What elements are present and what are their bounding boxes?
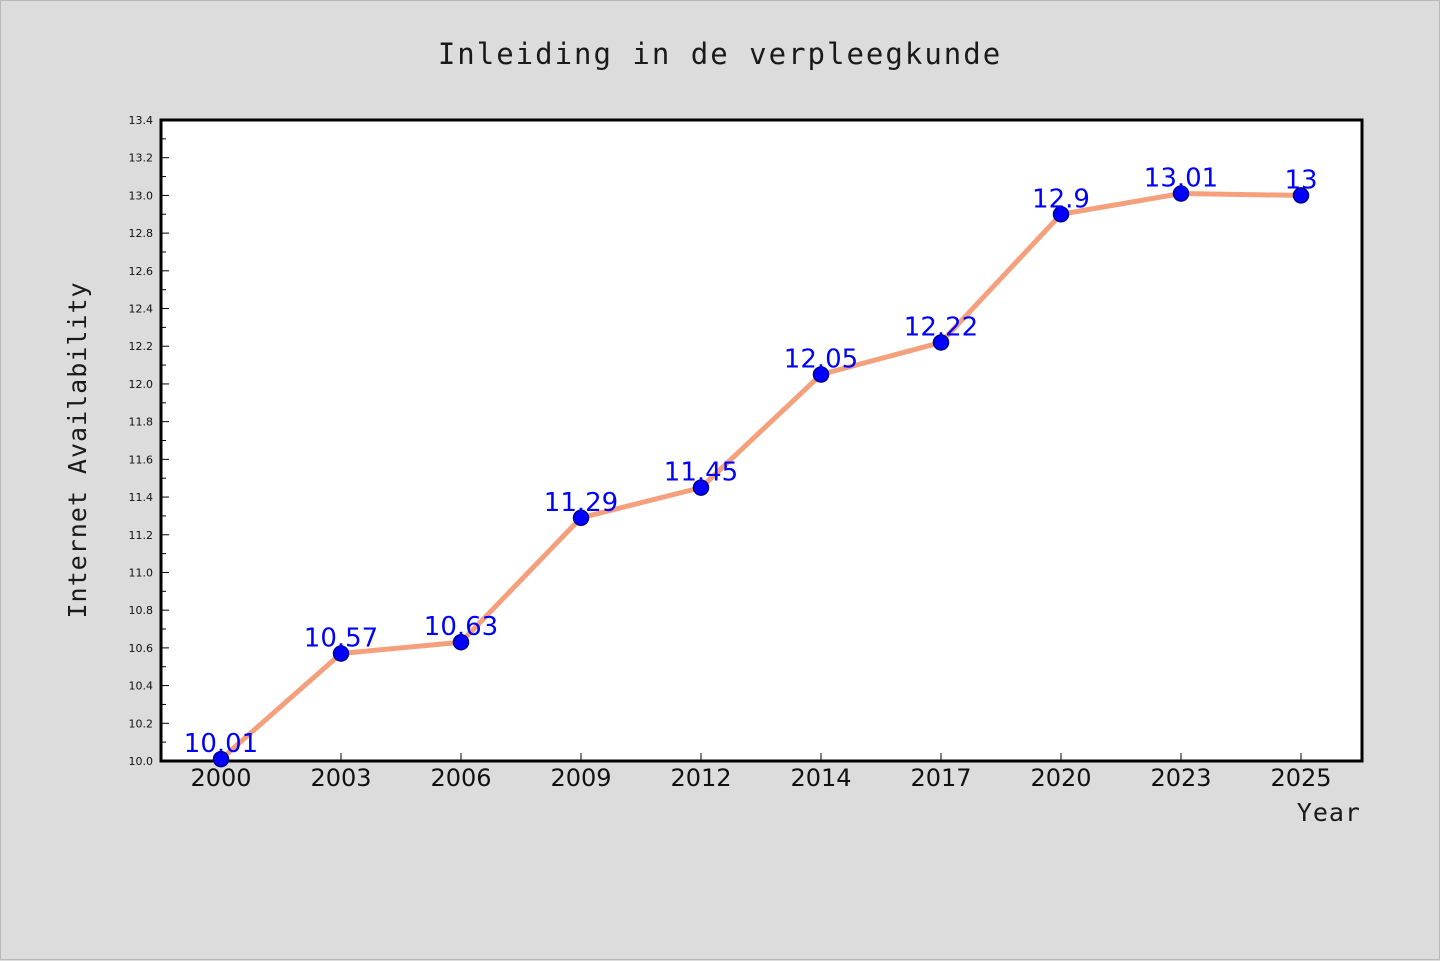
- y-tick-label: 10.8: [129, 604, 154, 617]
- y-tick-label: 10.6: [129, 642, 154, 655]
- y-tick-label: 13.0: [129, 189, 154, 202]
- x-tick-label: 2014: [790, 764, 851, 792]
- x-tick-label: 2003: [310, 764, 371, 792]
- x-axis-label: Year: [1297, 798, 1361, 827]
- y-axis: 10.0 10.2 10.4 10.6 10.8 11.0 11.2 11.4 11.6 11.8…: [129, 114, 169, 768]
- series-line: [218, 191, 1304, 762]
- x-tick-label: 2006: [430, 764, 491, 792]
- x-tick-label: 2023: [1150, 764, 1211, 792]
- y-tick-label: 10.4: [129, 680, 154, 693]
- y-tick-label: 13.2: [129, 152, 154, 165]
- y-tick-label: 12.8: [129, 227, 154, 240]
- data-label: 13: [1284, 165, 1317, 195]
- x-tick-label: 2012: [670, 764, 731, 792]
- y-axis-label: Internet Availability: [63, 281, 92, 618]
- data-label: 11.29: [544, 488, 618, 518]
- data-point: [1172, 185, 1190, 202]
- x-tick-label: 2025: [1270, 764, 1331, 792]
- y-tick-label: 10.0: [129, 755, 154, 768]
- x-tick-label: 2000: [190, 764, 251, 792]
- data-label: 11.45: [664, 458, 738, 488]
- y-tick-label: 12.4: [129, 303, 154, 316]
- y-tick-label: 11.4: [129, 491, 154, 504]
- data-label: 10.01: [184, 729, 258, 759]
- data-point: [1292, 187, 1310, 204]
- y-tick-label: 11.0: [129, 566, 154, 579]
- data-label: 10.63: [424, 612, 498, 642]
- y-tick-label: 12.6: [129, 265, 154, 278]
- data-label: 10.57: [304, 624, 378, 654]
- data-point: [212, 750, 230, 768]
- data-point: [932, 334, 950, 351]
- data-label: 12.22: [904, 312, 978, 342]
- data-labels-layer: 10.01 10.57 10.63 11.29 11.45 12.05 12.22 12.9 1…: [184, 164, 1318, 760]
- y-tick-label: 11.2: [129, 529, 154, 542]
- x-tick-label: 2009: [550, 764, 611, 792]
- plot-area: [159, 118, 1364, 763]
- data-point: [452, 633, 470, 651]
- data-label: 13.01: [1144, 164, 1218, 194]
- series-layer: [212, 185, 1310, 768]
- data-point: [812, 366, 830, 383]
- y-tick-label: 10.2: [129, 717, 154, 730]
- data-label: 12.9: [1032, 184, 1090, 214]
- data-point: [692, 479, 710, 496]
- data-point: [332, 645, 350, 662]
- data-point: [572, 509, 590, 527]
- y-tick-label: 13.4: [129, 114, 154, 127]
- chart-title: Inleiding in de verpleegkunde: [438, 37, 1002, 71]
- x-tick-label: 2020: [1030, 764, 1091, 792]
- x-axis: 2000 2003 2006 2009 2012 2014 2017 2020 2023 2025: [190, 753, 1332, 792]
- y-tick-label: 11.8: [129, 416, 154, 429]
- x-tick-label: 2017: [910, 764, 971, 792]
- data-point: [1052, 206, 1070, 223]
- y-tick-label: 12.2: [129, 340, 154, 353]
- data-label: 12.05: [784, 345, 858, 375]
- y-tick-label: 11.6: [129, 453, 154, 466]
- y-tick-label: 12.0: [129, 378, 154, 391]
